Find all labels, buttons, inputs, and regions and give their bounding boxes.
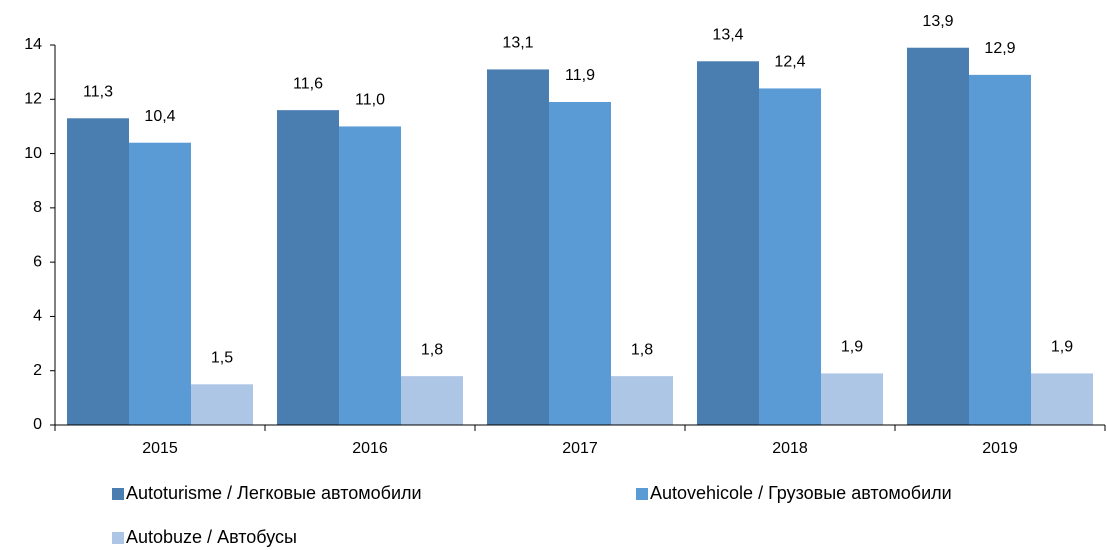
bar [129,142,191,425]
bar [1031,373,1093,425]
bar [697,61,759,426]
legend-swatch [636,488,648,500]
value-label: 13,4 [712,27,743,44]
y-tick-label: 6 [33,253,42,270]
legend-swatch [112,532,124,544]
value-label: 12,4 [774,54,805,71]
x-tick-label: 2018 [772,440,808,457]
legend-swatch [112,488,124,500]
value-label: 11,9 [565,67,595,84]
bar [277,110,339,426]
legend-label: Autovehicole / Грузовые автомобили [650,483,952,503]
bar [821,373,883,425]
value-label: 1,9 [841,339,863,356]
value-label: 13,9 [922,13,953,30]
y-tick-label: 14 [24,36,42,53]
bar [759,88,821,425]
y-tick-label: 10 [24,145,42,162]
x-tick-label: 2019 [982,440,1018,457]
bar [191,384,253,425]
y-tick-label: 0 [33,416,42,433]
y-tick-label: 8 [33,199,42,216]
bar [549,102,611,425]
bar [339,126,401,425]
value-label: 12,9 [984,40,1015,57]
value-label: 11,6 [293,75,323,92]
x-tick-label: 2016 [352,440,388,457]
bar [401,376,463,425]
value-label: 1,9 [1051,339,1073,356]
value-label: 11,3 [83,84,113,101]
bar [611,376,673,425]
value-label: 1,8 [421,341,443,358]
y-tick-label: 12 [24,91,42,108]
bar [487,69,549,425]
value-label: 1,5 [211,350,233,367]
value-label: 10,4 [144,108,175,125]
bar [969,74,1031,425]
y-tick-label: 4 [33,308,42,325]
legend-label: Autoturisme / Легковые автомобили [126,483,422,503]
value-label: 11,0 [355,92,385,109]
x-tick-label: 2015 [142,440,178,457]
legend: Autoturisme / Легковые автомобили Autoveh… [112,483,952,547]
y-tick-label: 2 [33,362,42,379]
bar [907,47,969,425]
x-tick-label: 2017 [562,440,598,457]
legend-label: Autobuze / Автобусы [126,527,297,547]
value-label: 13,1 [502,35,533,52]
bar [67,118,129,426]
value-label: 1,8 [631,341,653,358]
